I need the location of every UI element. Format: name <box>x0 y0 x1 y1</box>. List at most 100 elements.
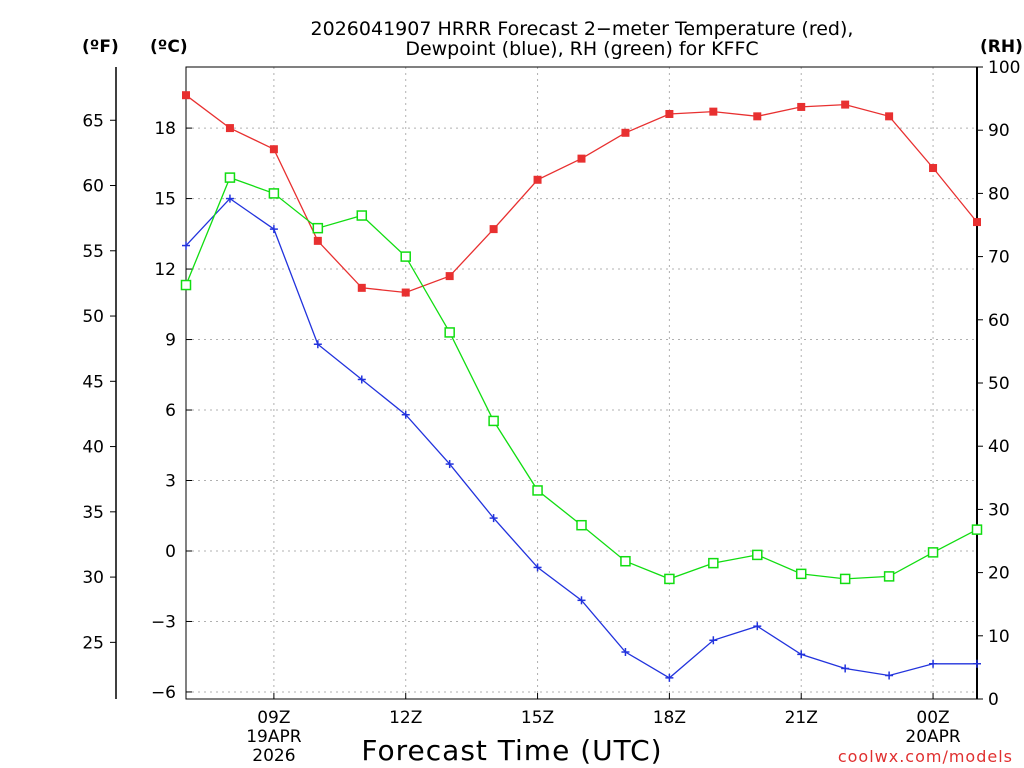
temperature-point <box>973 218 981 227</box>
x-tick-label: 18Z <box>653 708 686 728</box>
temperature-point <box>577 154 586 163</box>
dewpoint-point <box>533 563 542 572</box>
rh-point <box>180 279 192 291</box>
rh-point <box>356 210 368 221</box>
x-tick-label: 21Z <box>785 708 818 728</box>
temperature-point <box>797 102 806 111</box>
dewpoint-point <box>313 340 322 349</box>
x-tick-label: 19APR <box>246 727 302 747</box>
fahrenheit-tick-label: 45 <box>82 372 104 392</box>
rh-tick-label: 30 <box>988 500 1010 520</box>
axes: 1815129630−3−665605550454035302510090807… <box>82 58 1020 766</box>
rh-tick-label: 90 <box>988 121 1010 141</box>
temperature-point <box>225 124 234 133</box>
dewpoint-point <box>445 460 454 469</box>
rh-tick-label: 20 <box>988 564 1010 584</box>
celsius-tick-label: −6 <box>151 683 176 703</box>
temperature-point <box>445 272 454 281</box>
rh-tick-label: 70 <box>988 248 1010 268</box>
dewpoint-point <box>753 622 762 631</box>
temperature-point <box>665 109 674 118</box>
rh-point <box>576 519 587 531</box>
rh-point <box>839 573 851 585</box>
dewpoint-point <box>489 514 498 523</box>
fahrenheit-tick-label: 65 <box>82 111 104 131</box>
temperature-point <box>401 288 410 297</box>
dewpoint-point <box>269 225 278 234</box>
rh-point <box>708 557 719 569</box>
celsius-unit-label: (ºC) <box>150 37 188 57</box>
fahrenheit-tick-label: 50 <box>82 307 104 327</box>
rh-point <box>752 549 763 561</box>
rh-unit-label: (RH) <box>980 37 1023 57</box>
data-series <box>180 91 983 682</box>
source-credit: coolwx.com/models <box>838 747 1013 766</box>
dewpoint-point <box>665 673 674 682</box>
rh-point <box>927 547 939 558</box>
dewpoint-line <box>185 197 977 679</box>
rh-point <box>268 188 280 199</box>
fahrenheit-tick-label: 35 <box>82 503 104 523</box>
dewpoint-point <box>929 659 938 668</box>
x-tick-label: 2026 <box>252 746 295 766</box>
rh-line <box>185 176 978 580</box>
temperature-point <box>929 164 938 173</box>
chart-title-line2: Dewpoint (blue), RH (green) for KFFC <box>405 38 758 60</box>
temperature-point <box>182 91 190 100</box>
chart-title-line1: 2026041907 HRRR Forecast 2−meter Tempera… <box>311 18 854 40</box>
x-tick-label: 20APR <box>905 727 961 747</box>
fahrenheit-unit-label: (ºF) <box>82 37 119 57</box>
dewpoint-point <box>621 648 630 657</box>
x-tick-label: 15Z <box>521 708 554 728</box>
x-tick-label: 12Z <box>389 708 422 728</box>
rh-tick-label: 40 <box>988 437 1010 457</box>
dewpoint-point <box>577 596 586 605</box>
rh-point <box>971 524 983 535</box>
celsius-tick-label: −3 <box>151 612 176 632</box>
fahrenheit-tick-label: 30 <box>82 568 104 588</box>
rh-point <box>532 485 543 496</box>
rh-point <box>664 573 675 585</box>
celsius-tick-label: 12 <box>154 260 176 280</box>
fahrenheit-tick-label: 25 <box>82 633 104 653</box>
rh-tick-label: 50 <box>988 374 1010 394</box>
x-tick-label: 09Z <box>257 708 290 728</box>
fahrenheit-tick-label: 40 <box>82 438 104 458</box>
temperature-point <box>357 283 366 292</box>
dewpoint-point <box>225 194 234 203</box>
rh-point <box>312 222 324 234</box>
rh-tick-label: 100 <box>988 58 1020 78</box>
celsius-tick-label: 15 <box>154 190 176 210</box>
rh-point <box>795 568 807 580</box>
celsius-tick-label: 3 <box>165 472 176 492</box>
temperature-point <box>313 236 322 245</box>
temperature-point <box>709 107 718 116</box>
dewpoint-point <box>401 410 410 419</box>
temperature-point <box>841 100 850 109</box>
rh-point <box>444 327 455 338</box>
x-tick-label: 00Z <box>916 708 949 728</box>
rh-point <box>883 571 895 582</box>
temperature-point <box>753 112 762 121</box>
temperature-point <box>885 112 894 121</box>
celsius-tick-label: 6 <box>165 401 176 421</box>
rh-point <box>400 251 411 262</box>
dewpoint-point <box>182 241 190 250</box>
temperature-point <box>269 145 278 154</box>
rh-tick-label: 10 <box>988 627 1010 647</box>
rh-tick-label: 60 <box>988 311 1010 331</box>
x-axis-title: Forecast Time (UTC) <box>361 734 662 767</box>
dewpoint-point <box>797 650 806 659</box>
celsius-tick-label: 0 <box>165 542 176 562</box>
celsius-tick-label: 9 <box>165 331 176 351</box>
fahrenheit-tick-label: 55 <box>82 242 104 262</box>
rh-tick-label: 80 <box>988 184 1010 204</box>
rh-tick-label: 0 <box>988 690 999 710</box>
dewpoint-point <box>885 671 894 680</box>
temperature-point <box>489 225 498 234</box>
dewpoint-point <box>709 636 718 645</box>
dewpoint-point <box>841 664 850 673</box>
rh-point <box>488 415 499 427</box>
dewpoint-point <box>973 659 981 668</box>
fahrenheit-tick-label: 60 <box>82 177 104 197</box>
